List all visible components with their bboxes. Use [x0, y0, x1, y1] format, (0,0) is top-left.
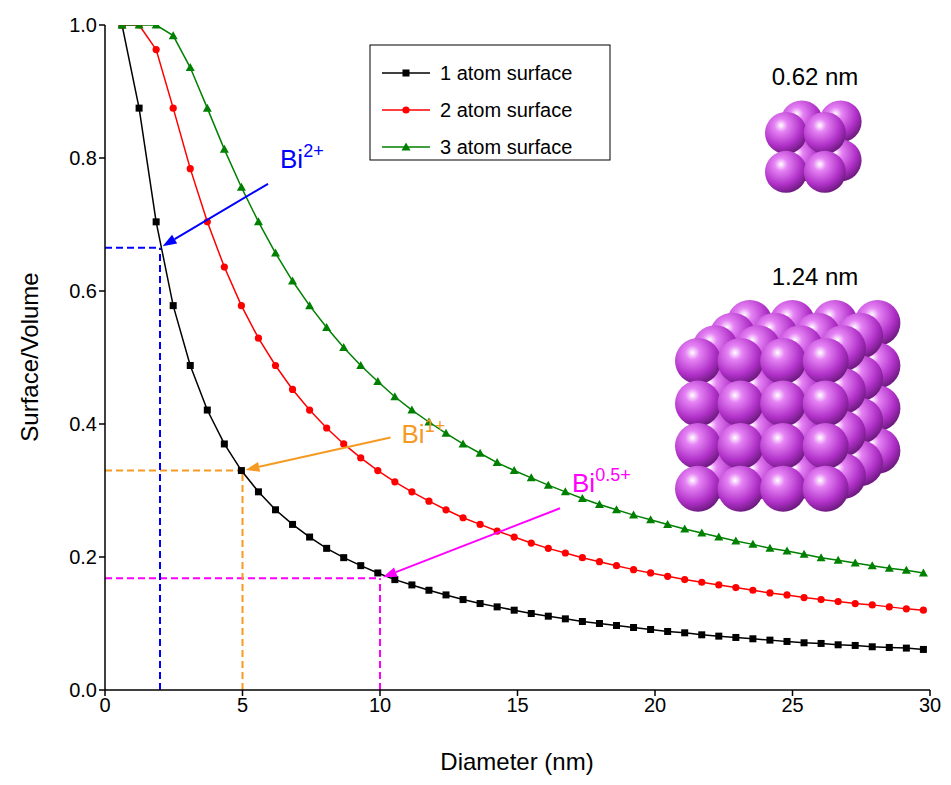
- svg-text:0.2: 0.2: [69, 546, 97, 568]
- svg-text:3 atom surface: 3 atom surface: [440, 136, 572, 158]
- svg-text:0.62 nm: 0.62 nm: [772, 63, 859, 90]
- svg-text:Bi2+: Bi2+: [280, 141, 324, 174]
- svg-text:0.6: 0.6: [69, 280, 97, 302]
- svg-text:1.0: 1.0: [69, 14, 97, 36]
- svg-text:0.0: 0.0: [69, 679, 97, 701]
- svg-text:5: 5: [237, 694, 248, 716]
- svg-text:15: 15: [506, 694, 528, 716]
- svg-text:0.4: 0.4: [69, 413, 97, 435]
- svg-text:Bi1+: Bi1+: [402, 416, 446, 449]
- svg-text:1 atom surface: 1 atom surface: [440, 62, 572, 84]
- svg-text:1.24 nm: 1.24 nm: [772, 263, 859, 290]
- svg-text:30: 30: [919, 694, 941, 716]
- svg-text:10: 10: [369, 694, 391, 716]
- svg-text:0.8: 0.8: [69, 147, 97, 169]
- svg-text:Bi0.5+: Bi0.5+: [572, 465, 631, 498]
- svg-text:25: 25: [781, 694, 803, 716]
- svg-text:0: 0: [99, 694, 110, 716]
- svg-text:Diameter (nm): Diameter (nm): [440, 748, 593, 775]
- svg-text:Surface/Volume: Surface/Volume: [16, 272, 43, 441]
- svg-text:20: 20: [644, 694, 666, 716]
- svg-text:2 atom surface: 2 atom surface: [440, 99, 572, 121]
